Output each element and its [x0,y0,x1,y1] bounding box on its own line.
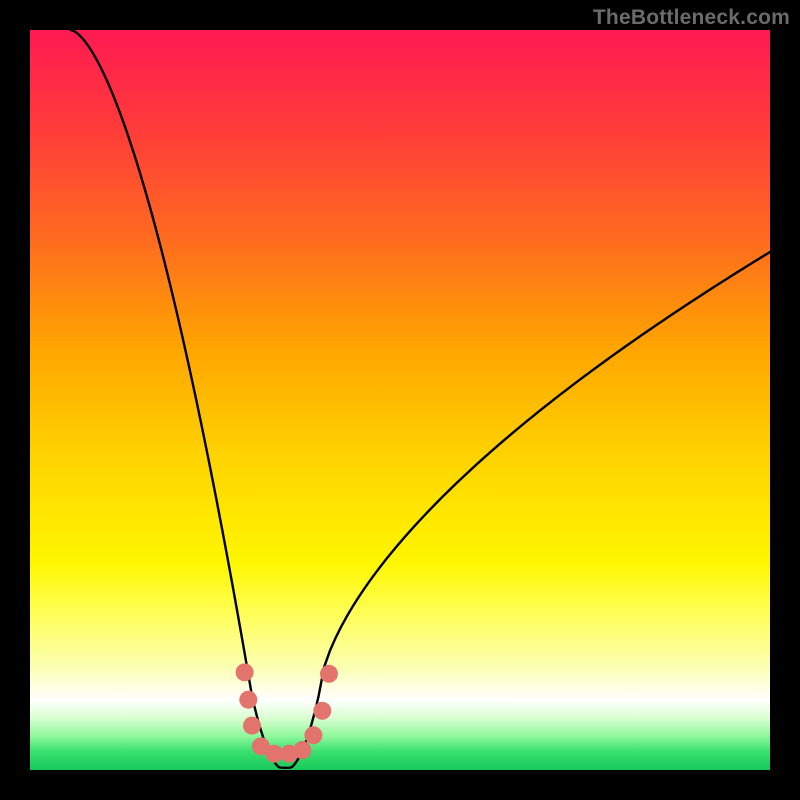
chart-frame: TheBottleneck.com [0,0,800,800]
curve-marker [236,663,254,681]
plot-area [30,30,770,770]
curve-marker [239,691,257,709]
watermark-text: TheBottleneck.com [593,6,790,30]
curve-marker [313,702,331,720]
chart-overlay [30,30,770,770]
marker-group [236,663,338,762]
curve-marker [304,726,322,744]
curve-marker [320,665,338,683]
bottleneck-curve [71,30,770,768]
curve-marker [293,741,311,759]
curve-marker [243,717,261,735]
